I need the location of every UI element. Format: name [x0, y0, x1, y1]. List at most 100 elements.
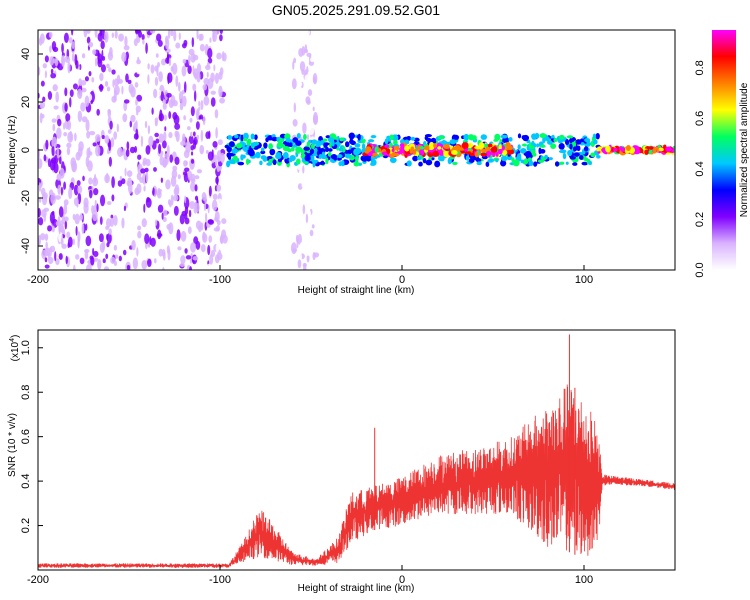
spectrogram-cell — [54, 251, 57, 262]
spectrogram-cell — [55, 221, 60, 226]
spectrogram-cell — [424, 145, 430, 151]
spectrogram-cell — [507, 145, 514, 151]
spectrogram-cell — [173, 187, 179, 196]
spectrogram-cell — [72, 83, 78, 90]
spectrogram-cell — [152, 187, 155, 196]
spectrogram-cell — [136, 94, 143, 102]
spectrogram-cell — [542, 136, 546, 144]
spectrogram-cell — [195, 240, 201, 250]
spectrogram-cell — [198, 225, 202, 233]
spectrogram-cell — [466, 142, 474, 149]
spectrogram-cell — [196, 169, 203, 174]
spectrogram-cell — [56, 127, 62, 139]
spectrogram-cell — [558, 134, 565, 140]
spectrogram-cell — [306, 168, 309, 173]
spectrogram-cell — [120, 178, 126, 185]
spectrogram-x-tick-label: 100 — [575, 274, 593, 286]
spectrogram-cell — [207, 151, 214, 161]
spectrogram-cell — [287, 148, 292, 153]
spectrogram-x-tick-label: -100 — [209, 274, 231, 286]
spectrogram-cell — [66, 147, 71, 156]
spectrogram-cell — [209, 37, 212, 43]
spectrogram-cell — [288, 157, 293, 163]
spectrogram-cell — [312, 251, 316, 261]
spectrogram-cell — [164, 126, 167, 132]
spectrogram-cell — [157, 39, 163, 47]
spectrogram-cell — [86, 130, 91, 139]
spectrogram-cell — [295, 150, 300, 154]
spectrogram-y-label: Frequency (Hz) — [7, 116, 18, 185]
spectrogram-cell — [481, 148, 486, 153]
spectrogram-cell — [38, 182, 42, 192]
spectrogram-cell — [183, 149, 190, 159]
spectrogram-cell — [327, 151, 332, 157]
spectrogram-cell — [480, 134, 488, 140]
spectrogram-cell — [122, 123, 127, 135]
spectrogram-cell — [93, 173, 97, 184]
spectrogram-cell — [106, 86, 111, 92]
spectrogram-cell — [265, 137, 269, 143]
spectrogram-cell — [154, 65, 159, 72]
spectrogram-cell — [117, 78, 123, 84]
spectrogram-cell — [302, 165, 305, 174]
spectrogram-cell — [302, 262, 307, 268]
snr-y-tick-label: 0.6 — [20, 429, 32, 444]
spectrogram-cell — [38, 217, 44, 226]
spectrogram-cell — [158, 248, 163, 257]
spectrogram-cell — [307, 89, 313, 97]
spectrogram-cell — [38, 158, 43, 169]
spectrogram-cell — [531, 140, 535, 146]
spectrogram-cell — [80, 80, 87, 86]
spectrogram-cell — [262, 155, 268, 162]
spectrogram-cell — [200, 99, 204, 111]
snr-series-line — [38, 384, 675, 568]
spectrogram-cell — [190, 131, 193, 137]
spectrogram-cell — [389, 134, 394, 141]
spectrogram-cell — [297, 183, 303, 190]
spectrogram-cell — [166, 223, 172, 230]
spectrogram-cell — [449, 139, 457, 145]
spectrogram-cell — [291, 78, 297, 90]
snr-x-tick-label: 100 — [575, 574, 593, 586]
spectrogram-cell — [311, 176, 314, 188]
spectrogram-cell — [501, 144, 505, 151]
spectrogram-cell — [409, 148, 414, 154]
spectrogram-cell — [349, 136, 353, 143]
spectrogram-cell — [132, 257, 139, 270]
spectrogram-cell — [173, 228, 177, 235]
spectrogram-cell — [516, 153, 522, 160]
spectrogram-cell — [344, 153, 352, 159]
spectrogram-cell — [512, 159, 520, 167]
spectrogram-cell — [259, 160, 263, 166]
spectrogram-cell — [461, 142, 469, 150]
spectrogram-cell — [374, 146, 379, 153]
spectrogram-cell — [190, 145, 195, 151]
spectrogram-cell — [173, 30, 177, 42]
colorbar-ticks: 0.0 0.2 0.4 0.6 0.8 — [694, 60, 706, 277]
spectrogram-cell — [254, 134, 258, 140]
spectrogram-cell — [111, 176, 115, 189]
spectrogram-cell — [595, 132, 600, 140]
spectrogram-cell — [38, 148, 41, 160]
spectrogram-cell — [188, 135, 194, 145]
spectrogram-cell — [474, 146, 481, 150]
spectrogram-cell — [592, 133, 597, 139]
spectrogram-cell — [153, 258, 157, 264]
spectrogram-cell — [211, 199, 218, 211]
spectrogram-cell — [145, 145, 151, 155]
spectrogram-cell — [196, 71, 201, 83]
spectrogram-cell — [104, 135, 110, 144]
spectrogram-cell — [341, 160, 345, 167]
spectrogram-cell — [206, 263, 212, 270]
spectrogram-cell — [189, 117, 193, 123]
spectrogram-cell — [588, 160, 592, 166]
spectrogram-cell — [155, 138, 160, 144]
spectrogram-cell — [183, 81, 187, 93]
spectrogram-cell — [308, 126, 315, 136]
spectrogram-cell — [39, 112, 43, 124]
spectrogram-cell — [177, 81, 181, 92]
spectrogram-cell — [495, 158, 499, 163]
spectrogram-cell — [123, 205, 127, 212]
spectrogram-cell — [214, 72, 219, 84]
spectrogram-cell — [184, 206, 189, 215]
